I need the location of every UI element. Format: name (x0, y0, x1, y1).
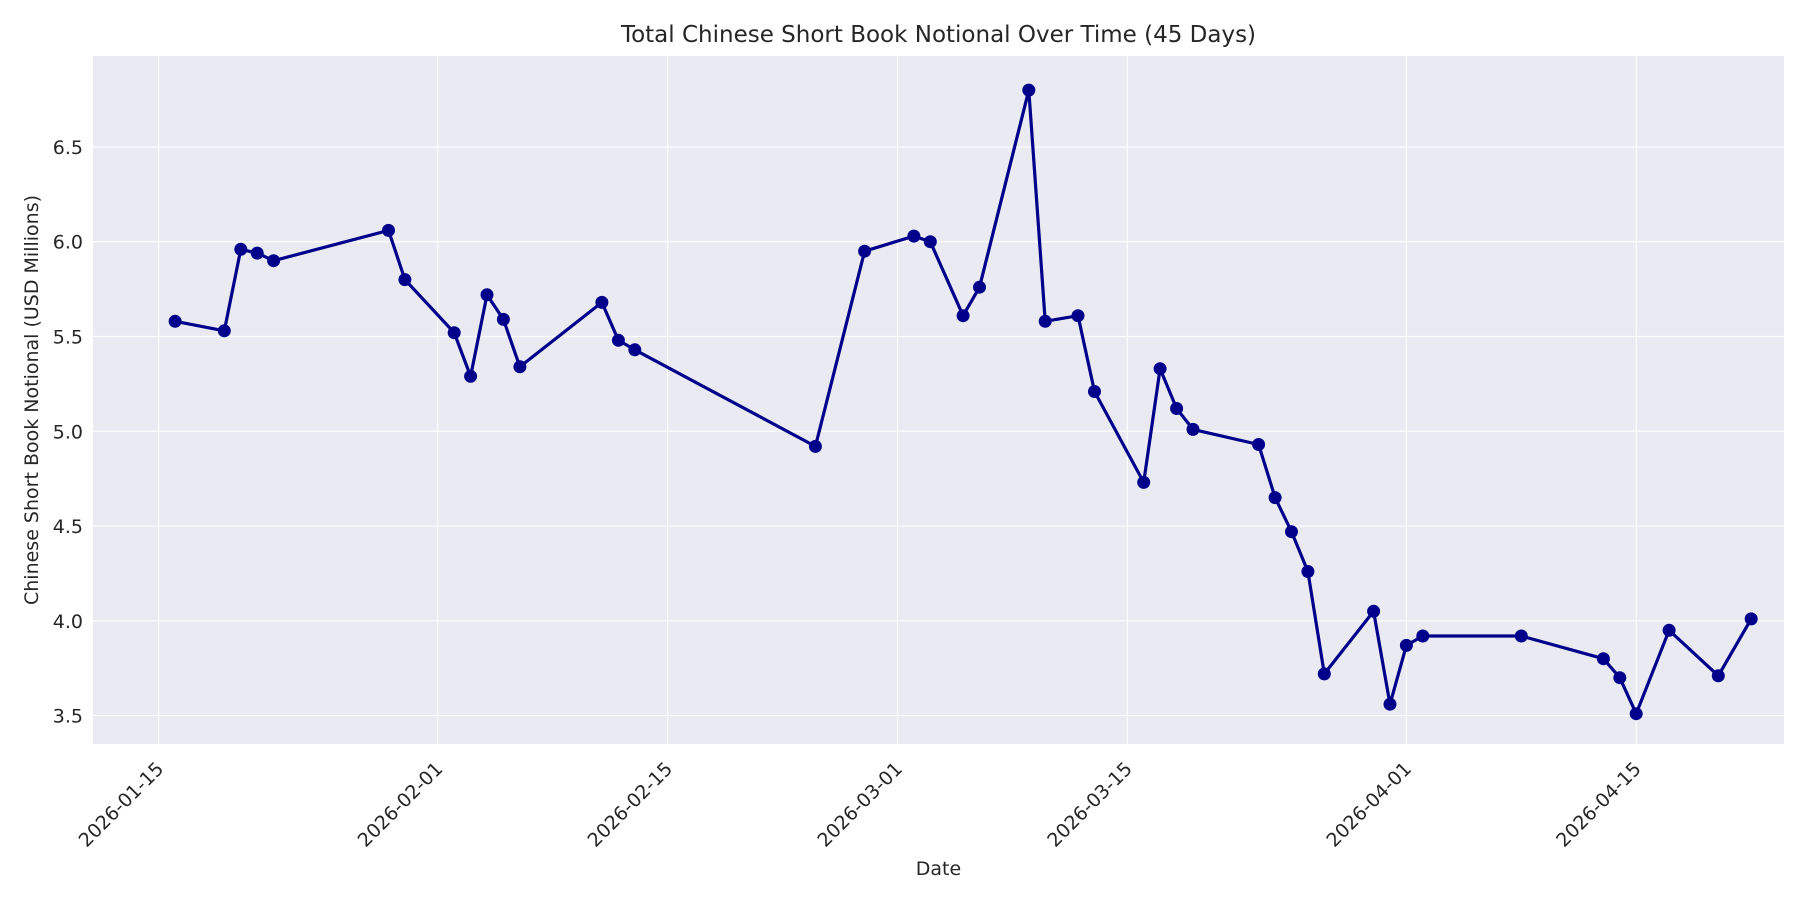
data-point (1088, 385, 1101, 398)
data-point (1186, 422, 1200, 436)
y-tick-label: 3.5 (53, 706, 83, 728)
data-point (1744, 612, 1758, 626)
data-point (1317, 667, 1331, 681)
x-tick-label: 2026-04-01 (1322, 758, 1416, 852)
y-tick-label: 5.5 (53, 327, 83, 349)
data-point (382, 223, 395, 237)
data-point (267, 254, 281, 268)
data-point (1416, 629, 1430, 643)
plot-area (93, 56, 1784, 744)
data-point (628, 343, 642, 357)
data-point (956, 309, 970, 323)
data-point (1399, 638, 1413, 652)
x-axis-ticks: 2026-01-15 2026-02-01 2026-02-15 2026-03-01… (75, 758, 1646, 852)
data-point (480, 288, 494, 302)
x-axis-label: Date (916, 858, 961, 880)
y-axis-label: Chinese Short Book Notional (USD Million… (21, 195, 43, 605)
data-point (611, 333, 625, 347)
data-point (1170, 402, 1184, 415)
x-tick-label: 2026-01-15 (75, 758, 169, 852)
data-point (1301, 565, 1315, 578)
data-point (1252, 438, 1266, 451)
data-point (217, 324, 231, 338)
data-point (808, 439, 822, 453)
data-point (234, 242, 248, 256)
chart-title: Total Chinese Short Book Notional Over T… (620, 22, 1256, 48)
y-tick-label: 5.0 (53, 421, 83, 443)
data-point (447, 326, 461, 340)
data-point (907, 229, 921, 243)
y-tick-label: 4.5 (53, 516, 83, 538)
x-tick-label: 2026-02-01 (354, 758, 448, 852)
data-point (1629, 707, 1643, 721)
x-tick-label: 2026-02-15 (584, 758, 678, 852)
data-point (595, 295, 609, 309)
data-point (1268, 491, 1282, 505)
data-point (1071, 309, 1085, 323)
data-point (1367, 604, 1381, 618)
x-tick-label: 2026-03-15 (1043, 758, 1137, 852)
x-tick-label: 2026-04-15 (1552, 758, 1646, 852)
data-point (1038, 314, 1052, 328)
data-point (858, 244, 872, 258)
data-point (1662, 623, 1676, 637)
data-point (1514, 629, 1528, 643)
series-group (168, 83, 1758, 721)
data-point (1613, 671, 1627, 685)
data-point (513, 360, 527, 374)
data-point (1285, 525, 1298, 539)
data-point (464, 369, 478, 383)
y-tick-label: 4.0 (53, 611, 83, 633)
data-point (1153, 362, 1167, 376)
data-point (1137, 475, 1151, 489)
data-point (1383, 697, 1397, 711)
data-point (398, 273, 412, 287)
y-axis-ticks: 3.5 4.0 4.5 5.0 5.5 6.0 6.5 (53, 137, 83, 728)
y-tick-label: 6.5 (53, 137, 83, 159)
data-point (973, 280, 986, 294)
data-point (250, 246, 264, 260)
data-point (168, 314, 182, 328)
data-point (923, 235, 937, 249)
grid (93, 56, 1784, 744)
data-point (1711, 669, 1725, 683)
data-point (496, 312, 510, 326)
data-point (1022, 83, 1036, 97)
y-tick-label: 6.0 (53, 232, 83, 254)
data-point (1596, 652, 1610, 666)
x-tick-label: 2026-03-01 (813, 758, 907, 852)
